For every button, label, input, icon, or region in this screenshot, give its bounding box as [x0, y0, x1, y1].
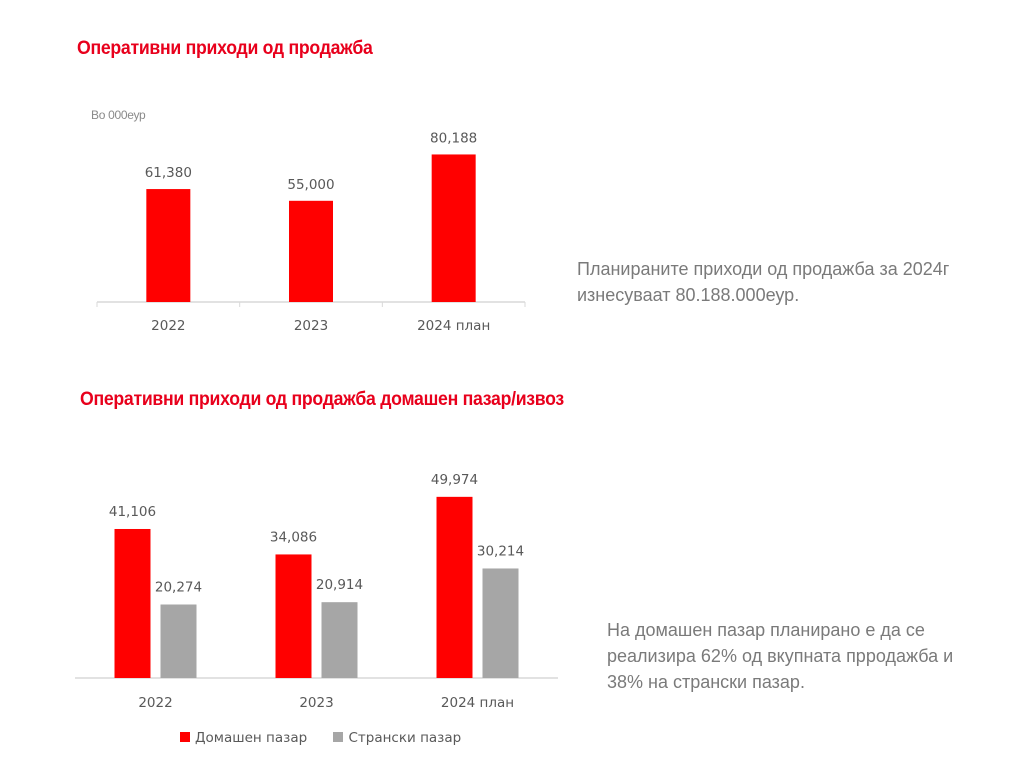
chart1-x-tick-label: 2023	[294, 318, 328, 334]
chart1-x-tick-label: 2022	[151, 318, 185, 334]
chart2-data-label: 20,274	[155, 580, 202, 596]
chart2-bar-domestic	[275, 554, 312, 678]
chart2-x-tick-label: 2024 план	[441, 695, 514, 711]
legend-item-foreign: Странски пазар	[333, 730, 461, 746]
chart1-bar	[289, 200, 333, 302]
chart1-unit-label: Во 000еур	[91, 108, 146, 122]
chart2-bar-domestic	[114, 528, 151, 678]
chart1-data-label: 80,188	[430, 130, 477, 146]
chart2-data-label: 41,106	[109, 504, 156, 520]
chart2-data-label: 49,974	[431, 472, 478, 488]
chart1-bar	[146, 189, 191, 302]
note-line: изнесуваат 80.188.000еур.	[577, 285, 800, 305]
revenue-plan-note: Планираните приходи од продажба за 2024г…	[577, 256, 949, 308]
chart1-bar	[431, 154, 476, 302]
note-line: На домашен пазар планирано е да се	[607, 620, 925, 640]
chart2-data-label: 20,914	[316, 577, 363, 593]
legend-item-domestic: Домашен пазар	[180, 730, 307, 746]
chart2-title: Оперативни приходи од продажба домашен п…	[80, 389, 564, 410]
chart2-data-label: 30,214	[477, 543, 524, 559]
chart2-legend: Домашен пазар Странски пазар	[180, 730, 483, 746]
market-split-note: На домашен пазар планирано е да се реали…	[607, 617, 953, 695]
legend-label: Домашен пазар	[195, 730, 308, 746]
legend-label: Странски пазар	[348, 730, 462, 746]
chart2-bar-foreign	[321, 602, 358, 678]
chart1-title: Оперативни приходи од продажба	[77, 38, 373, 59]
chart1-data-label: 61,380	[145, 165, 192, 181]
chart2-bar-foreign	[160, 604, 197, 678]
legend-swatch-foreign	[333, 732, 344, 742]
chart2-x-tick-label: 2023	[299, 695, 333, 711]
legend-swatch-domestic	[180, 732, 190, 742]
note-line: реализира 62% од вкупната прродажба и	[607, 646, 954, 666]
chart2-data-label: 34,086	[270, 529, 317, 545]
note-line: Планираните приходи од продажба за 2024г	[577, 259, 950, 279]
chart2-bar-domestic	[436, 496, 473, 678]
chart2-bar-foreign	[482, 568, 519, 678]
note-line: 38% на странски пазар.	[607, 672, 805, 692]
chart1-x-tick-label: 2024 план	[417, 318, 490, 334]
chart2-x-tick-label: 2022	[138, 695, 172, 711]
chart1-data-label: 55,000	[287, 177, 334, 193]
